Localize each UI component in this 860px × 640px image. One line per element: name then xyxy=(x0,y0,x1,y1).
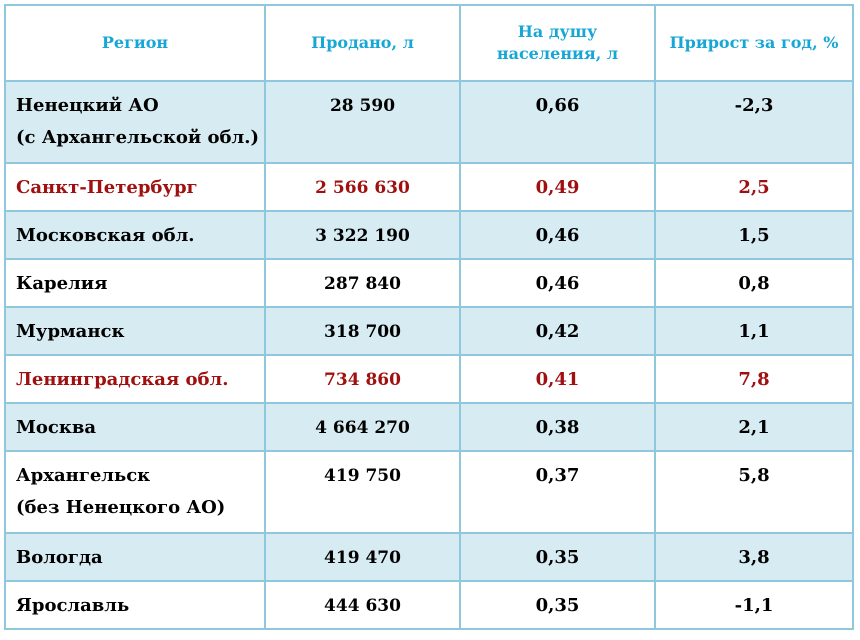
table-header-row: Регион Продано, л На душу населения, л П… xyxy=(4,4,854,82)
region-name-line: (без Ненецкого АО) xyxy=(16,497,226,518)
cell-region: Мурманск xyxy=(4,306,266,356)
cell-per-capita: 0,37 xyxy=(459,450,656,534)
cell-region: Архангельск (без Ненецкого АО) xyxy=(4,450,266,534)
header-per-capita-line2: населения, л xyxy=(496,44,619,63)
header-per-capita-line1: На душу xyxy=(517,22,598,41)
table-row: Карелия 287 840 0,46 0,8 xyxy=(4,258,854,308)
table-body: Ненецкий АО (с Архангельской обл.) 28 590 0… xyxy=(4,80,854,630)
table-row: Санкт-Петербург 2 566 630 0,49 2,5 xyxy=(4,162,854,212)
cell-sold: 3 322 190 xyxy=(264,210,461,260)
cell-sold: 2 566 630 xyxy=(264,162,461,212)
region-name-line: Московская обл. xyxy=(16,225,195,246)
cell-per-capita: 0,35 xyxy=(459,532,656,582)
header-growth: Прирост за год, % xyxy=(654,4,854,82)
region-name-line: Ненецкий АО xyxy=(16,95,159,116)
cell-per-capita: 0,42 xyxy=(459,306,656,356)
cell-growth: 1,5 xyxy=(654,210,854,260)
cell-sold: 318 700 xyxy=(264,306,461,356)
cell-region: Санкт-Петербург xyxy=(4,162,266,212)
cell-region: Вологда xyxy=(4,532,266,582)
region-name-line: Карелия xyxy=(16,273,108,294)
cell-per-capita: 0,35 xyxy=(459,580,656,630)
cell-region: Московская обл. xyxy=(4,210,266,260)
cell-region: Ленинградская обл. xyxy=(4,354,266,404)
table-row: Вологда 419 470 0,35 3,8 xyxy=(4,532,854,582)
header-per-capita: На душу населения, л xyxy=(459,4,656,82)
cell-region: Ненецкий АО (с Архангельской обл.) xyxy=(4,80,266,164)
cell-per-capita: 0,49 xyxy=(459,162,656,212)
cell-growth: 0,8 xyxy=(654,258,854,308)
header-sold: Продано, л xyxy=(264,4,461,82)
cell-growth: 5,8 xyxy=(654,450,854,534)
cell-region: Москва xyxy=(4,402,266,452)
cell-sold: 419 750 xyxy=(264,450,461,534)
cell-sold: 444 630 xyxy=(264,580,461,630)
cell-sold: 28 590 xyxy=(264,80,461,164)
cell-growth: 1,1 xyxy=(654,306,854,356)
table-row: Московская обл. 3 322 190 0,46 1,5 xyxy=(4,210,854,260)
cell-growth: 3,8 xyxy=(654,532,854,582)
table-row: Архангельск (без Ненецкого АО) 419 750 0,37… xyxy=(4,450,854,534)
cell-growth: -1,1 xyxy=(654,580,854,630)
region-name-line: Москва xyxy=(16,417,97,438)
cell-growth: -2,3 xyxy=(654,80,854,164)
cell-sold: 419 470 xyxy=(264,532,461,582)
cell-sold: 287 840 xyxy=(264,258,461,308)
header-region: Регион xyxy=(4,4,266,82)
region-name-line: Ленинградская обл. xyxy=(16,369,229,390)
cell-growth: 2,1 xyxy=(654,402,854,452)
cell-region: Карелия xyxy=(4,258,266,308)
sales-table: Регион Продано, л На душу населения, л П… xyxy=(4,4,854,630)
region-name-line: Ярославль xyxy=(16,595,130,616)
region-name-line: Архангельск xyxy=(16,465,151,486)
cell-per-capita: 0,38 xyxy=(459,402,656,452)
table-row: Мурманск 318 700 0,42 1,1 xyxy=(4,306,854,356)
cell-growth: 2,5 xyxy=(654,162,854,212)
table-row: Москва 4 664 270 0,38 2,1 xyxy=(4,402,854,452)
cell-per-capita: 0,41 xyxy=(459,354,656,404)
region-name-line: Мурманск xyxy=(16,321,125,342)
cell-sold: 734 860 xyxy=(264,354,461,404)
cell-sold: 4 664 270 xyxy=(264,402,461,452)
cell-per-capita: 0,46 xyxy=(459,258,656,308)
table-row: Ярославль 444 630 0,35 -1,1 xyxy=(4,580,854,630)
region-name-line: Санкт-Петербург xyxy=(16,177,198,198)
cell-per-capita: 0,46 xyxy=(459,210,656,260)
region-name-line: Вологда xyxy=(16,547,103,568)
cell-growth: 7,8 xyxy=(654,354,854,404)
table-row: Ненецкий АО (с Архангельской обл.) 28 590 0… xyxy=(4,80,854,164)
cell-region: Ярославль xyxy=(4,580,266,630)
region-name-line: (с Архангельской обл.) xyxy=(16,127,260,148)
table-row: Ленинградская обл. 734 860 0,41 7,8 xyxy=(4,354,854,404)
cell-per-capita: 0,66 xyxy=(459,80,656,164)
